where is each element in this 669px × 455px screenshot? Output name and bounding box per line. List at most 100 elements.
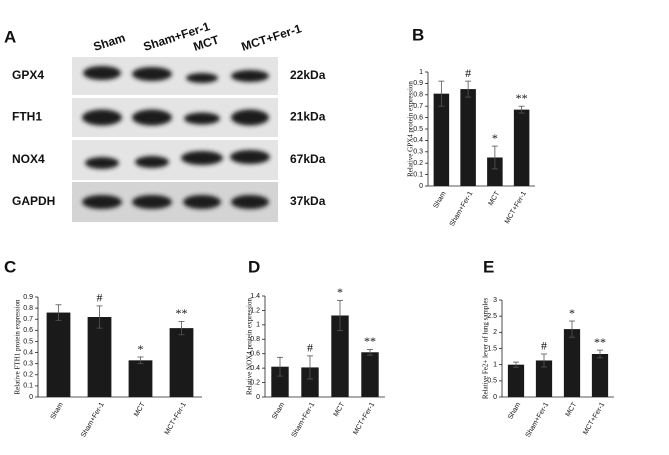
- significance-label: **: [516, 91, 528, 105]
- y-tick-label: 0.5: [487, 378, 497, 385]
- x-tick-label: MCT: [488, 190, 502, 207]
- bar: [563, 329, 581, 397]
- y-tick-label: 0.5: [413, 126, 423, 133]
- error-bar: [55, 304, 62, 321]
- bar: [535, 360, 553, 397]
- blot-band: [83, 66, 121, 80]
- x-tick-label: Sham+Fer-1: [80, 401, 106, 438]
- x-tick-label: MCT: [133, 401, 147, 418]
- blot-band: [181, 151, 223, 165]
- x-tick-label: MCT+Fer-1: [582, 401, 606, 436]
- x-tick-label: MCT+Fer-1: [164, 401, 188, 436]
- blot-band: [132, 109, 172, 126]
- y-tick-label: 0: [419, 183, 423, 190]
- blot-band: [135, 156, 169, 168]
- y-tick-label: 0.9: [413, 80, 423, 87]
- blot-band: [230, 150, 270, 164]
- error-bar: [178, 321, 185, 336]
- x-tick-label: Sham+Fer-1: [291, 401, 317, 438]
- error-bar: [597, 349, 603, 359]
- error-bar: [337, 299, 343, 332]
- significance-label: **: [176, 306, 188, 320]
- y-tick-label: 1: [493, 362, 497, 369]
- x-tick-label: MCT+Fer-1: [504, 190, 528, 225]
- panel-label: A: [4, 27, 16, 46]
- y-tick-label: 1.5: [487, 345, 497, 352]
- y-tick-label: 0.7: [23, 316, 33, 323]
- y-tick-label: 0: [493, 394, 497, 401]
- y-tick-label: 0.8: [250, 336, 260, 343]
- size-label: 67kDa: [290, 152, 326, 166]
- x-tick-label: MCT: [333, 401, 347, 418]
- bar: [169, 328, 194, 397]
- bar: [87, 317, 112, 397]
- y-tick-label: 0.2: [413, 160, 423, 167]
- y-tick-label: 0: [29, 394, 33, 401]
- x-tick-label: MCT+Fer-1: [352, 401, 376, 436]
- x-tick-label: Sham: [432, 190, 447, 209]
- y-tick-label: 0.7: [413, 103, 423, 110]
- error-bar: [137, 356, 144, 365]
- y-axis-label: Relative GPX4 protein expression: [407, 81, 415, 177]
- x-tick-label: Sham+Fer-1: [449, 190, 475, 227]
- y-tick-label: 0.3: [23, 361, 33, 368]
- blot-band: [132, 67, 172, 81]
- y-tick-label: 0.4: [23, 349, 33, 356]
- blot-band: [82, 109, 122, 126]
- y-tick-label: 0.6: [250, 351, 260, 358]
- y-tick-label: 1: [419, 69, 423, 76]
- error-bar: [518, 105, 525, 114]
- y-tick-label: 1.4: [250, 293, 260, 300]
- bar: [513, 109, 530, 186]
- y-tick-label: 2: [493, 329, 497, 336]
- significance-label: *: [492, 131, 498, 145]
- y-tick-label: 0.5: [23, 338, 33, 345]
- significance-label: #: [307, 341, 313, 355]
- bar: [361, 352, 379, 397]
- panel-label: D: [248, 257, 260, 276]
- size-label: 21kDa: [290, 110, 326, 124]
- error-bar: [438, 80, 445, 107]
- bar: [271, 366, 289, 397]
- y-axis-label: Relative Fe2+ lever of lung samples: [482, 298, 490, 400]
- size-label: 22kDa: [290, 68, 326, 82]
- significance-label: *: [138, 342, 144, 356]
- significance-label: #: [541, 339, 547, 353]
- significance-label: **: [594, 335, 606, 349]
- error-bar: [367, 348, 373, 356]
- blot-band: [184, 112, 220, 125]
- y-tick-label: 0.1: [23, 383, 33, 390]
- bar: [591, 353, 609, 397]
- y-tick-label: 0.8: [413, 92, 423, 99]
- significance-label: #: [97, 291, 103, 305]
- bar: [487, 157, 503, 186]
- lane-label: MCT+Fer-1: [240, 21, 304, 54]
- x-tick-label: MCT: [565, 401, 579, 418]
- error-bar: [277, 356, 283, 377]
- y-tick-label: 0.4: [250, 365, 260, 372]
- error-bar: [513, 361, 519, 368]
- protein-label: GPX4: [12, 68, 44, 82]
- blot-band: [183, 195, 221, 209]
- blot-band: [82, 195, 122, 209]
- significance-label: *: [569, 306, 575, 320]
- panel-label: E: [483, 257, 494, 276]
- x-tick-label: Sham: [50, 401, 65, 420]
- significance-label: *: [337, 285, 343, 299]
- error-bar: [465, 80, 472, 98]
- y-tick-label: 0.2: [250, 379, 260, 386]
- y-tick-label: 2.5: [487, 313, 497, 320]
- bar: [128, 360, 153, 397]
- bar: [460, 89, 476, 186]
- significance-label: **: [364, 334, 376, 348]
- x-tick-label: Sham+Fer-1: [525, 401, 551, 438]
- y-tick-label: 0.2: [23, 372, 33, 379]
- blot-band: [85, 157, 119, 169]
- y-tick-label: 1.2: [250, 307, 260, 314]
- blot-band: [231, 109, 269, 126]
- y-tick-label: 0.9: [23, 294, 33, 301]
- panel-label: C: [4, 257, 16, 276]
- x-tick-label: Sham: [507, 401, 522, 420]
- protein-label: NOX4: [12, 152, 45, 166]
- error-bar: [307, 355, 313, 380]
